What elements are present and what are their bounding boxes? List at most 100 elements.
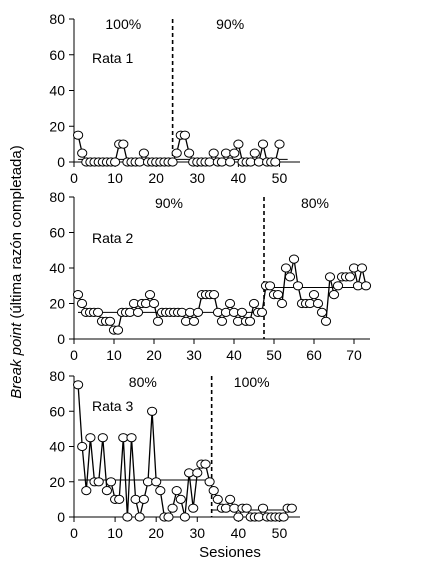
data-point bbox=[216, 316, 228, 326]
data-point bbox=[132, 307, 144, 317]
data-point bbox=[360, 281, 372, 291]
x-tick-label: 50 bbox=[266, 347, 282, 363]
data-point bbox=[204, 477, 215, 487]
data-point bbox=[148, 298, 160, 309]
x-tick-label: 40 bbox=[226, 347, 242, 363]
data-point bbox=[167, 157, 178, 167]
data-point bbox=[85, 433, 96, 443]
data-point bbox=[138, 494, 149, 504]
x-tick-label: 20 bbox=[146, 347, 162, 363]
x-tick-label: 20 bbox=[148, 170, 164, 186]
data-point bbox=[284, 272, 296, 282]
data-point bbox=[179, 130, 190, 140]
data-point bbox=[92, 307, 104, 317]
x-tick-label: 20 bbox=[148, 525, 164, 541]
x-tick-label: 70 bbox=[346, 347, 362, 363]
data-point bbox=[316, 307, 328, 317]
data-point bbox=[73, 130, 84, 140]
data-point bbox=[274, 139, 285, 149]
phase-label: 100% bbox=[105, 16, 141, 32]
data-point bbox=[257, 503, 269, 513]
x-tick-label: 30 bbox=[189, 170, 205, 186]
data-point bbox=[248, 298, 260, 309]
data-point bbox=[104, 316, 116, 326]
data-point bbox=[244, 316, 256, 326]
data-point bbox=[77, 441, 88, 452]
data-point bbox=[200, 459, 211, 469]
data-point bbox=[320, 316, 332, 326]
y-axis-title: Break point (última razón completada) bbox=[8, 145, 25, 398]
y-tick-label: 80 bbox=[49, 11, 65, 27]
x-tick-label: 50 bbox=[272, 525, 288, 541]
data-point bbox=[93, 477, 104, 487]
data-point bbox=[76, 298, 88, 309]
phase-label: 80% bbox=[301, 195, 329, 211]
data-point bbox=[188, 316, 200, 326]
panel-rata-1: 0 20 40 60 80 0 10 20 30 40 50 100% 90% Rata 1 bbox=[49, 11, 300, 186]
y-axis-title-rest: (última razón completada) bbox=[8, 145, 25, 323]
data-point bbox=[256, 307, 268, 317]
data-point bbox=[292, 281, 304, 291]
data-point bbox=[105, 477, 117, 487]
x-tick-label: 10 bbox=[107, 170, 123, 186]
data-point bbox=[225, 157, 236, 167]
data-point bbox=[97, 433, 108, 443]
panel-rata-2: 0 20 40 60 80 0 10 20 30 40 50 60 70 90% 80% Rata 2 bbox=[49, 189, 372, 363]
data-point bbox=[257, 139, 269, 149]
data-point bbox=[163, 512, 174, 522]
y-tick-label: 40 bbox=[49, 439, 65, 455]
data-point bbox=[328, 290, 340, 300]
y-tick-label: 20 bbox=[49, 296, 65, 312]
data-point bbox=[312, 298, 324, 309]
data-point bbox=[278, 512, 289, 522]
data-point bbox=[147, 406, 158, 416]
x-tick-label: 0 bbox=[70, 170, 78, 186]
x-tick-label: 0 bbox=[70, 525, 78, 541]
data-point bbox=[236, 307, 248, 317]
data-point bbox=[72, 290, 84, 300]
data-point bbox=[208, 290, 220, 300]
data-point bbox=[192, 307, 204, 317]
data-point bbox=[276, 298, 288, 309]
x-axis-title: Sesiones bbox=[199, 544, 261, 561]
data-point bbox=[77, 148, 88, 158]
data-point bbox=[208, 486, 219, 496]
data-point bbox=[233, 512, 244, 522]
phase-label: 100% bbox=[234, 374, 270, 390]
data-point bbox=[175, 494, 186, 504]
data-point bbox=[126, 433, 137, 443]
y-tick-label: 80 bbox=[49, 189, 65, 205]
data-point bbox=[110, 157, 121, 167]
data-point bbox=[356, 263, 368, 273]
x-tick-label: 10 bbox=[106, 347, 122, 363]
data-point bbox=[151, 477, 162, 487]
y-tick-label: 40 bbox=[49, 83, 65, 99]
data-point bbox=[264, 281, 276, 291]
data-point bbox=[171, 486, 182, 496]
y-tick-label: 0 bbox=[57, 331, 65, 347]
y-tick-label: 60 bbox=[49, 403, 65, 419]
y-tick-label: 20 bbox=[49, 118, 65, 134]
data-point bbox=[286, 503, 297, 513]
y-axis-title-italic: Break point bbox=[8, 322, 25, 399]
panel-title: Rata 3 bbox=[92, 398, 133, 414]
data-point bbox=[208, 148, 219, 158]
data-point bbox=[344, 272, 356, 282]
x-tick-label: 30 bbox=[186, 347, 202, 363]
data-point bbox=[167, 503, 178, 513]
data-point bbox=[288, 254, 300, 264]
data-point bbox=[184, 148, 195, 158]
data-point bbox=[280, 263, 292, 273]
data-point bbox=[73, 380, 84, 390]
y-tick-label: 0 bbox=[57, 154, 65, 170]
data-point bbox=[233, 139, 244, 149]
data-point bbox=[225, 494, 236, 504]
data-point bbox=[101, 486, 113, 496]
panel-title: Rata 2 bbox=[92, 230, 133, 246]
data-point bbox=[112, 325, 124, 335]
x-tick-label: 0 bbox=[70, 347, 78, 363]
x-tick-label: 40 bbox=[231, 525, 247, 541]
data-point bbox=[212, 494, 223, 504]
phase-label: 80% bbox=[129, 374, 157, 390]
